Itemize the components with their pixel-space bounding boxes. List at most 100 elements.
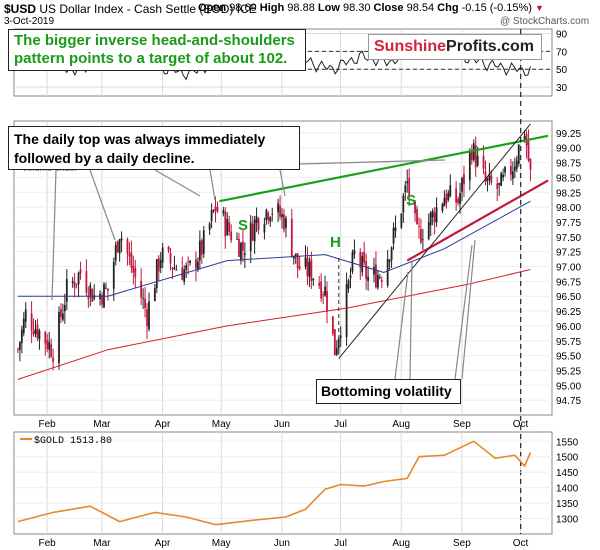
candle-body [449, 185, 452, 197]
candle-body [155, 259, 158, 288]
candle-body [345, 284, 348, 338]
ohlc-readout: Open 98.69 High 98.88 Low 98.30 Close 98… [198, 2, 544, 14]
candle-body [441, 204, 444, 211]
candle-body [240, 242, 242, 261]
price-tick-label: 95.50 [556, 352, 581, 363]
candle-body [404, 185, 407, 193]
candle-body [498, 183, 501, 185]
candle-body [333, 329, 336, 356]
candle-body [455, 188, 458, 203]
price-tick-label: 95.75 [556, 337, 581, 348]
candle-body [322, 294, 325, 296]
brand-logo: SunshineProfits.com [368, 34, 542, 60]
x-tick-label: Oct [513, 538, 529, 549]
candle-body [243, 253, 246, 255]
price-tick-label: 98.25 [556, 188, 581, 199]
candle-body [118, 239, 121, 254]
candle-body [529, 159, 532, 170]
candle-body [153, 288, 156, 302]
candle-body [310, 259, 313, 282]
daily-top-pointer [209, 169, 216, 201]
candle-body [32, 330, 35, 335]
candle-body [468, 150, 471, 181]
candle-body [326, 291, 328, 312]
right-shoulder-label: S [406, 192, 416, 209]
x-tick-label: Jul [334, 538, 347, 549]
candle-body [167, 246, 170, 251]
gold-tick-label: 1550 [556, 437, 579, 448]
candle-body [523, 136, 526, 141]
close-value: 98.54 [406, 2, 435, 14]
candle-body [236, 238, 238, 240]
daily-top-pointer [299, 159, 446, 165]
date-label: 3-Oct-2019 [4, 16, 55, 27]
candle-body [435, 207, 438, 223]
candle-body [107, 288, 109, 291]
x-tick-label: Oct [513, 419, 529, 430]
price-tick-label: 97.00 [556, 263, 581, 274]
candle-body [202, 230, 205, 254]
down-triangle-icon: ▼ [535, 3, 544, 13]
candle-body [249, 222, 252, 252]
candle-body [408, 178, 411, 197]
price-tick-label: 95.25 [556, 366, 581, 377]
symbol: $USD [4, 2, 37, 16]
candle-body [17, 349, 19, 350]
candle-body [304, 257, 307, 267]
candle-body [91, 289, 94, 302]
x-tick-label: Mar [93, 538, 111, 549]
candle-body [216, 207, 219, 212]
candle-body [144, 298, 146, 309]
gold-tick-label: 1350 [556, 499, 579, 510]
candle-body [431, 211, 434, 218]
candle-body [488, 173, 491, 180]
candle-body [421, 239, 424, 241]
candle-body [263, 224, 266, 233]
candle-body [120, 238, 123, 241]
x-tick-label: Apr [155, 538, 171, 549]
candle-body [30, 313, 33, 331]
candle-body [402, 195, 405, 213]
low-value: 98.30 [342, 2, 371, 14]
candle-body [173, 267, 176, 269]
candle-body [349, 275, 352, 279]
candle-body [38, 330, 41, 340]
candle-body [515, 160, 518, 169]
candle-body [513, 166, 516, 172]
candle-body [373, 266, 375, 275]
brand-logo-part1: Sunshine [374, 38, 447, 55]
candle-body [187, 261, 190, 263]
candle-body [281, 214, 283, 218]
candle-body [89, 285, 92, 296]
candle-body [148, 301, 150, 330]
candle-body [394, 227, 397, 231]
candle-body [128, 253, 131, 257]
candle-body [255, 216, 258, 223]
gold-line [17, 440, 532, 526]
candle-body [134, 268, 137, 278]
candle-body [312, 279, 315, 281]
candle-body [159, 259, 162, 268]
candle-body [241, 241, 244, 251]
gold-tick-label: 1500 [556, 453, 579, 464]
x-tick-label: Apr [155, 419, 171, 430]
candle-body [93, 295, 96, 299]
bottoming-pointer [454, 244, 473, 380]
candle-body [294, 253, 297, 258]
candle-body [75, 283, 78, 285]
open-label: Open [198, 2, 227, 14]
candle-body [112, 261, 115, 289]
x-tick-label: May [212, 538, 231, 549]
candle-body [390, 247, 393, 261]
candle-body [228, 222, 231, 232]
candle-body [271, 213, 274, 215]
candle-body [279, 205, 281, 217]
candle-body [50, 344, 53, 357]
candle-body [230, 231, 233, 241]
candle-body [48, 341, 51, 350]
high-value: 98.88 [287, 2, 315, 14]
x-tick-label: May [212, 419, 231, 430]
candle-body [306, 258, 309, 277]
x-tick-label: Jun [274, 419, 290, 430]
price-tick-label: 95.00 [556, 381, 581, 392]
